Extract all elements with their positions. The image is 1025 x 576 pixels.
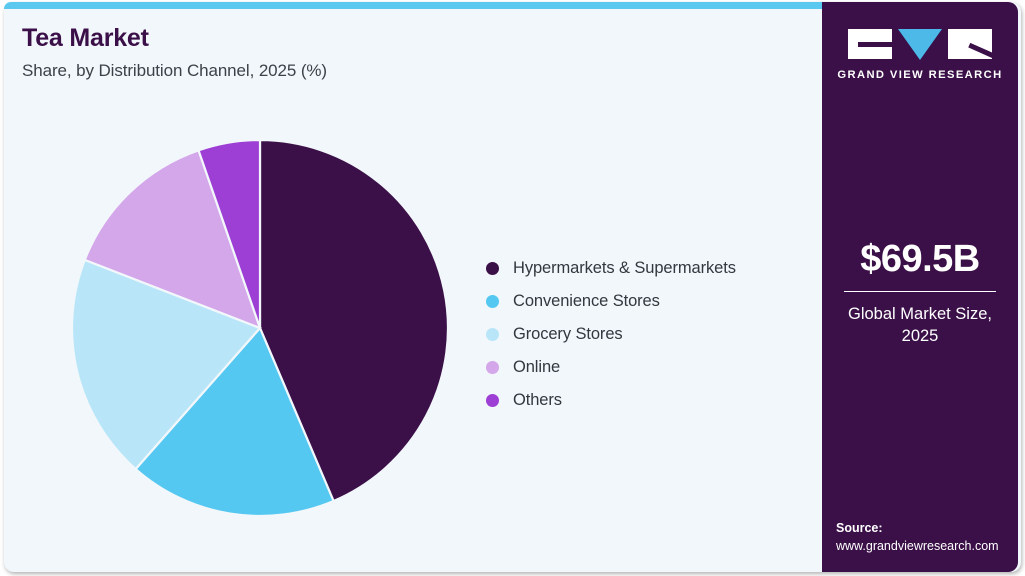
logo-g-icon	[848, 29, 892, 59]
pie-slice	[134, 325, 336, 516]
pie-slice	[258, 140, 448, 503]
legend-swatch-icon	[486, 394, 499, 407]
pie-slice	[197, 140, 262, 329]
divider	[844, 291, 996, 292]
chart-legend: Hypermarkets & Supermarkets Convenience S…	[486, 252, 736, 417]
page-subtitle: Share, by Distribution Channel, 2025 (%)	[22, 60, 327, 80]
legend-item: Grocery Stores	[486, 318, 736, 351]
legend-swatch-icon	[486, 361, 499, 374]
pie-slice	[72, 258, 262, 471]
logo-r-icon	[948, 29, 992, 59]
source-block: Source: www.grandviewresearch.com	[836, 519, 1018, 557]
market-size-block: $69.5B Global Market Size, 2025	[822, 240, 1018, 348]
pie-chart-svg	[72, 140, 448, 516]
heading-block: Tea Market Share, by Distribution Channe…	[22, 24, 782, 81]
market-size-label: Global Market Size, 2025	[848, 305, 992, 346]
source-url: www.grandviewresearch.com	[836, 539, 999, 554]
legend-item-label: Convenience Stores	[513, 292, 660, 310]
market-size-value: $69.5B	[860, 238, 980, 280]
legend-item-label: Online	[513, 358, 561, 376]
pie-slice	[83, 148, 262, 330]
legend-item-label: Others	[513, 391, 562, 409]
legend-swatch-icon	[486, 295, 499, 308]
legend-item: Online	[486, 351, 736, 384]
logo-wordmark: GRAND VIEW RESEARCH	[837, 69, 1003, 81]
page-title: Tea Market	[22, 24, 149, 52]
legend-item: Hypermarkets & Supermarkets	[486, 252, 736, 285]
legend-swatch-icon	[486, 328, 499, 341]
brand-panel: GRAND VIEW RESEARCH $69.5B Global Market…	[822, 2, 1018, 572]
legend-item-label: Grocery Stores	[513, 325, 623, 343]
logo-marks	[822, 28, 1018, 60]
logo-v-triangle-icon	[898, 28, 942, 60]
source-title: Source:	[836, 520, 883, 535]
pie-chart	[72, 140, 448, 516]
legend-item: Others	[486, 384, 736, 417]
legend-item: Convenience Stores	[486, 285, 736, 318]
top-accent-bar	[4, 2, 822, 9]
legend-item-label: Hypermarkets & Supermarkets	[513, 259, 736, 277]
gvr-logo: GRAND VIEW RESEARCH	[822, 28, 1018, 81]
legend-swatch-icon	[486, 262, 499, 275]
